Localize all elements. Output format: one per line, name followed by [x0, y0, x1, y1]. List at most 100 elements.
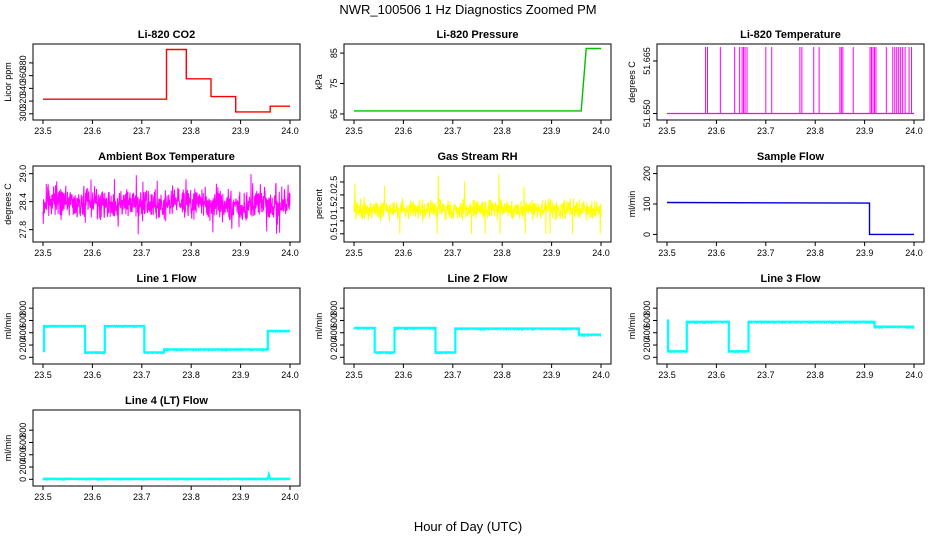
x-tick-label: 23.5	[658, 248, 676, 258]
x-tick-label: 23.5	[34, 370, 52, 380]
y-tick-label: 0	[329, 355, 339, 360]
x-tick-label: 23.9	[232, 126, 250, 136]
plot-frame	[32, 409, 301, 487]
y-axis-label: kPa	[314, 74, 324, 90]
plot-frame	[343, 165, 612, 243]
panel-sample-flow: Sample Flow 23.5 23.6 23.7 23.8 23.9 24.0 0 100 2…	[627, 151, 925, 258]
series-line	[354, 47, 601, 112]
x-tick-label: 23.9	[543, 126, 561, 136]
y-tick-label: 600	[642, 313, 652, 328]
x-tick-label: 23.5	[345, 248, 363, 258]
x-tick-label: 23.7	[757, 248, 775, 258]
panel-li-820-pressure: Li-820 Pressure 23.5 23.6 23.7 23.8 23.9 24.0 6…	[314, 29, 612, 136]
series-line	[42, 324, 290, 354]
data-area	[667, 47, 914, 115]
y-tick-label: 51.650	[642, 100, 652, 128]
plot-frame	[32, 287, 301, 365]
y-tick-label: 0	[18, 355, 28, 360]
x-tick-label: 23.8	[493, 248, 511, 258]
panel-title: Gas Stream RH	[437, 151, 517, 163]
x-tick-label: 24.0	[281, 370, 299, 380]
y-tick-label: 0	[642, 355, 652, 360]
x-tick-label: 24.0	[281, 248, 299, 258]
x-tick-label: 23.8	[493, 126, 511, 136]
plot-frame	[656, 43, 925, 121]
x-tick-label: 23.6	[708, 370, 726, 380]
y-tick-label: 100	[642, 196, 652, 211]
series-line	[354, 326, 601, 354]
panel-title: Line 1 Flow	[137, 273, 197, 285]
y-tick-label: 51.665	[642, 47, 652, 75]
y-tick-label: 2.0	[329, 189, 339, 202]
y-axis-label: ml/min	[3, 435, 13, 462]
x-tick-label: 23.6	[395, 248, 413, 258]
x-tick-label: 24.0	[281, 126, 299, 136]
x-tick-label: 23.8	[182, 126, 200, 136]
x-tick-label: 23.6	[84, 248, 102, 258]
x-tick-label: 23.9	[856, 126, 874, 136]
y-axis-label: ml/min	[314, 313, 324, 340]
panel-line-4-lt-flow: Line 4 (LT) Flow 23.5 23.6 23.7 23.8 23.9 24.0…	[3, 395, 301, 502]
x-tick-label: 23.5	[658, 126, 676, 136]
x-tick-label: 23.6	[84, 492, 102, 502]
data-area	[354, 47, 601, 112]
y-tick-label: 300	[18, 106, 28, 121]
x-tick-label: 24.0	[281, 492, 299, 502]
x-tick-label: 23.8	[806, 370, 824, 380]
y-axis-label: ml/min	[627, 313, 637, 340]
plot-frame	[343, 43, 612, 121]
x-tick-label: 23.8	[182, 492, 200, 502]
y-tick-label: 2.5	[329, 176, 339, 189]
x-tick-label: 23.9	[543, 248, 561, 258]
series-line	[42, 174, 291, 235]
x-tick-label: 23.8	[493, 370, 511, 380]
y-axis-label: Licor ppm	[3, 62, 13, 102]
series-noise	[667, 320, 915, 354]
y-tick-label: 85	[329, 48, 339, 58]
x-tick-label: 23.7	[757, 126, 775, 136]
y-tick-label: 320	[18, 94, 28, 109]
series-noise	[42, 478, 291, 481]
y-tick-label: 380	[18, 55, 28, 70]
data-area	[43, 48, 290, 113]
x-tick-label: 23.9	[543, 370, 561, 380]
y-tick-label: 800	[18, 301, 28, 316]
panel-li-820-co2: Li-820 CO2 23.5 23.6 23.7 23.8 23.9 24.0 300320…	[3, 29, 301, 136]
series-line	[43, 48, 290, 113]
panel-line-2-flow: Line 2 Flow 23.5 23.6 23.7 23.8 23.9 24.0 0 2004…	[314, 273, 612, 380]
y-axis-label: degrees C	[3, 183, 13, 225]
plot-frame	[343, 287, 612, 365]
x-tick-label: 23.7	[444, 126, 462, 136]
y-tick-label: 400	[642, 325, 652, 340]
y-tick-label: 360	[18, 68, 28, 83]
panel-li-820-temperature: Li-820 Temperature 23.5 23.6 23.7 23.8 23.9 24…	[627, 29, 925, 136]
y-tick-label: 600	[329, 313, 339, 328]
x-tick-label: 23.9	[856, 370, 874, 380]
x-tick-label: 23.7	[133, 370, 151, 380]
y-tick-label: 1.5	[329, 202, 339, 215]
y-tick-label: 340	[18, 81, 28, 96]
y-tick-label: 600	[18, 435, 28, 450]
x-tick-label: 23.8	[182, 370, 200, 380]
x-tick-label: 23.5	[34, 492, 52, 502]
x-axis-label: Hour of Day (UTC)	[414, 519, 522, 534]
plot-frame	[32, 43, 301, 121]
y-tick-label: 400	[18, 447, 28, 462]
y-tick-label: 1.0	[329, 215, 339, 228]
panel-line-3-flow: Line 3 Flow 23.5 23.6 23.7 23.8 23.9 24.0 0 2004…	[627, 273, 925, 380]
panel-gas-stream-rh: Gas Stream RH 23.5 23.6 23.7 23.8 23.9 24.0 0.5…	[314, 151, 612, 258]
y-tick-label: 800	[642, 301, 652, 316]
x-tick-label: 24.0	[592, 248, 610, 258]
x-tick-label: 23.9	[856, 248, 874, 258]
x-tick-label: 23.7	[444, 370, 462, 380]
x-tick-label: 23.5	[345, 370, 363, 380]
x-tick-label: 23.8	[182, 248, 200, 258]
y-tick-label: 27.8	[18, 221, 28, 239]
series-noise	[43, 325, 290, 355]
y-tick-label: 400	[329, 325, 339, 340]
series-line	[666, 319, 914, 353]
x-tick-label: 23.7	[133, 492, 151, 502]
data-area	[42, 174, 291, 235]
y-tick-label: 28.4	[18, 193, 28, 211]
series-line	[353, 173, 602, 234]
